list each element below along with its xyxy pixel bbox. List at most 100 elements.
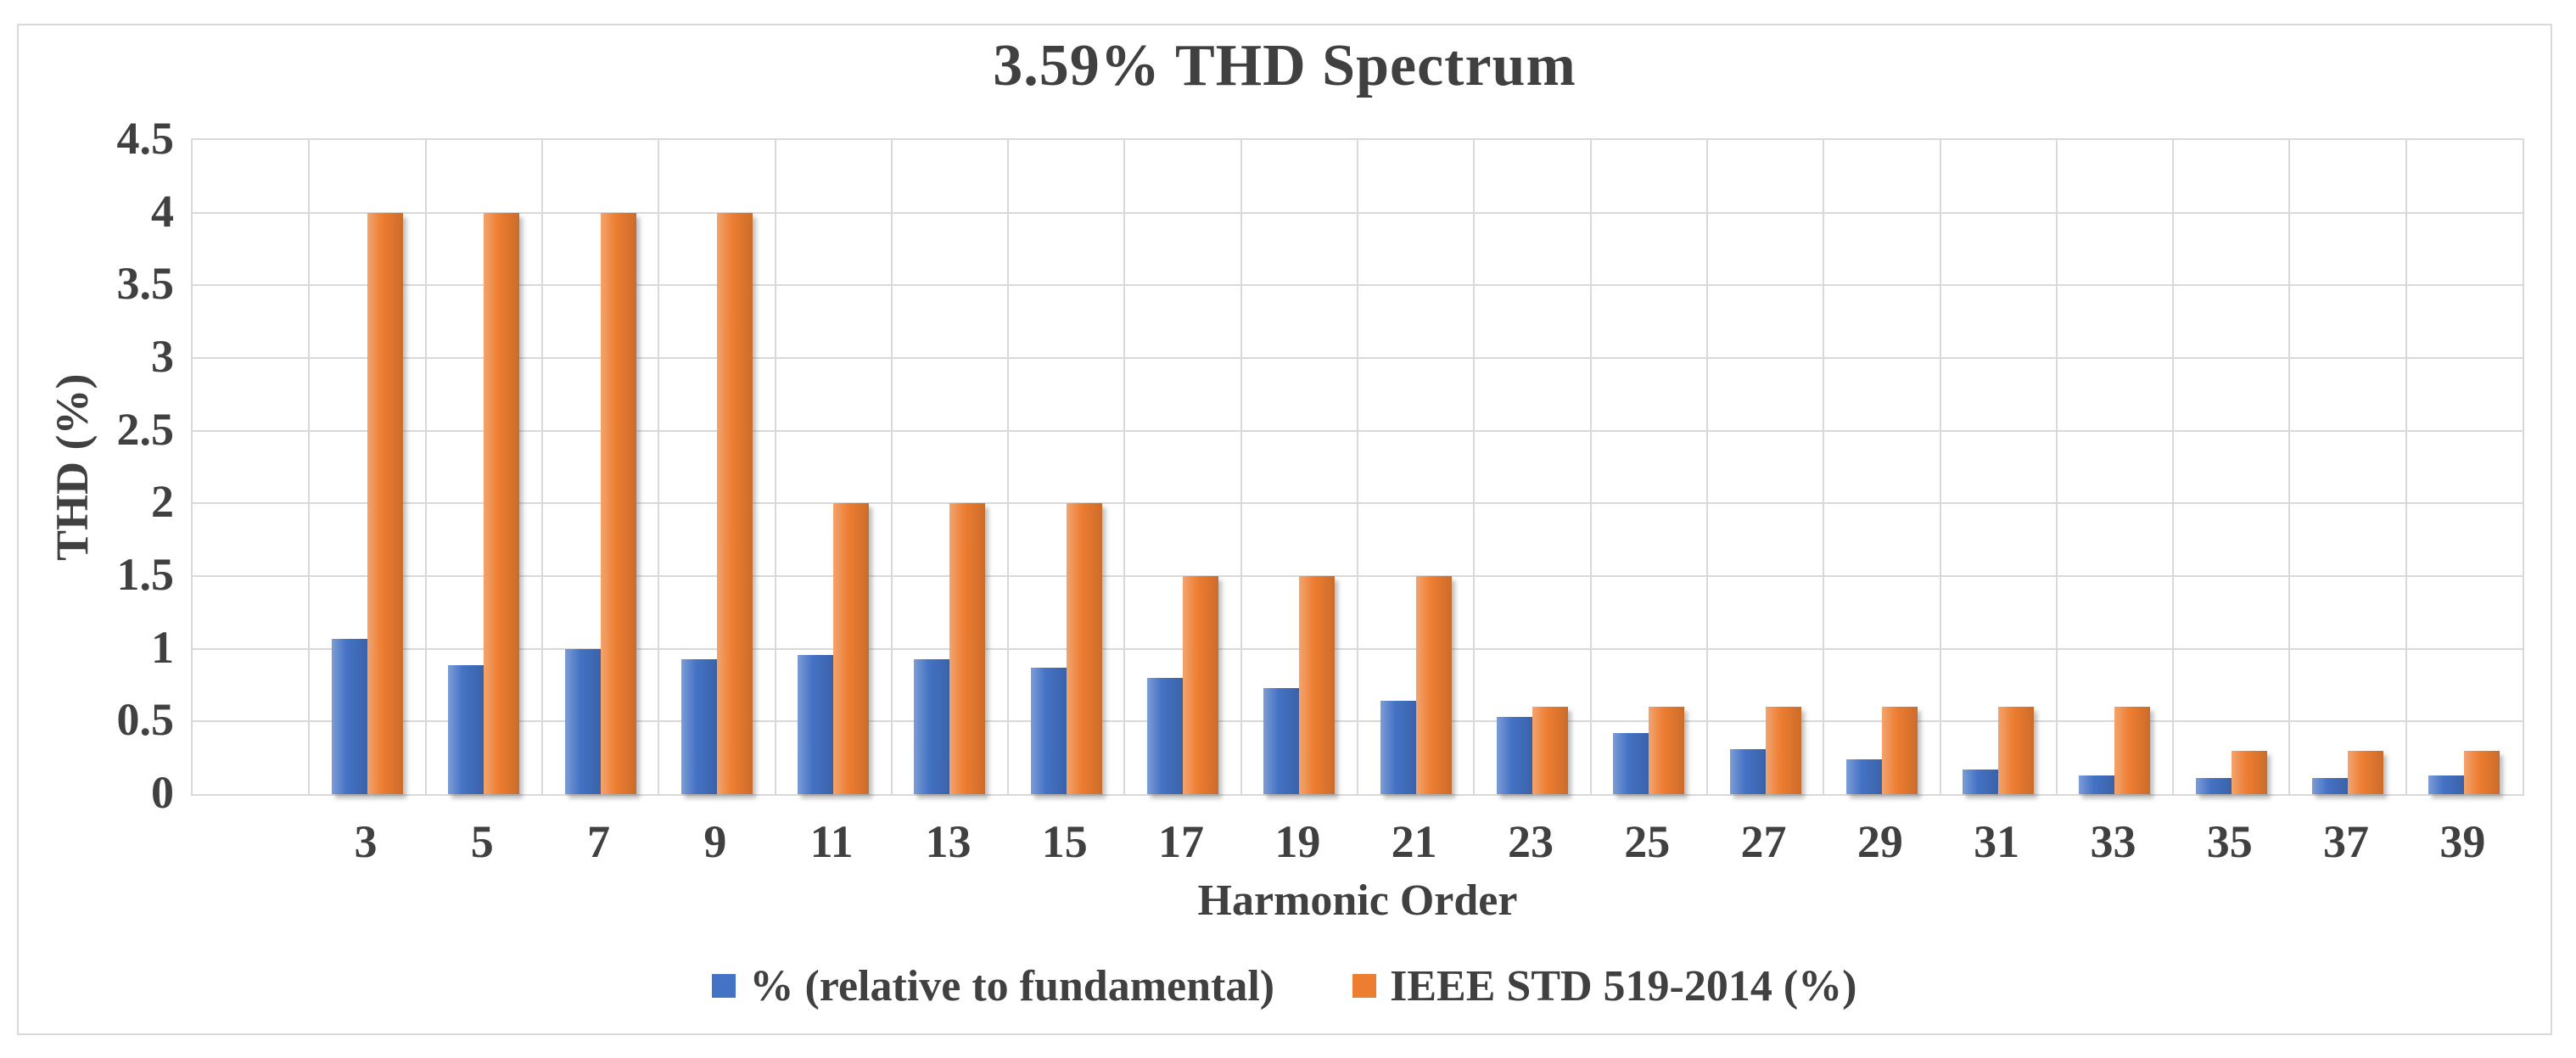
gridline-vertical xyxy=(1123,140,1126,794)
gridline-vertical xyxy=(2172,140,2175,794)
bar-series1 xyxy=(1263,688,1300,794)
gridline-vertical xyxy=(1705,140,1708,794)
bar-series2 xyxy=(1415,576,1452,794)
bar-series1 xyxy=(1147,678,1184,794)
bar-series2 xyxy=(1532,707,1568,794)
bar-series1 xyxy=(1030,668,1067,794)
chart-title: 3.59% THD Spectrum xyxy=(993,33,1576,98)
y-tick-label: 1.5 xyxy=(116,549,175,600)
bar-series2 xyxy=(716,213,753,794)
x-tick-label: 39 xyxy=(2439,816,2486,867)
bar-series1 xyxy=(2079,775,2115,794)
x-tick-label: 35 xyxy=(2206,816,2253,867)
bar-series2 xyxy=(2464,751,2500,794)
gridline-vertical xyxy=(774,140,776,794)
x-tick-label: 11 xyxy=(809,816,854,867)
gridline-vertical xyxy=(1473,140,1476,794)
bar-series2 xyxy=(1881,707,1918,794)
gridline-vertical xyxy=(1589,140,1592,794)
x-tick-label: 7 xyxy=(587,816,611,867)
gridline-vertical xyxy=(2288,140,2291,794)
x-tick-label: 17 xyxy=(1158,816,1205,867)
x-tick-label: 3 xyxy=(354,816,378,867)
bar-series1 xyxy=(1963,770,1999,794)
y-tick-label: 1 xyxy=(151,621,174,673)
y-tick-label: 4.5 xyxy=(116,113,175,164)
gridline-vertical xyxy=(424,140,427,794)
bar-series1 xyxy=(331,639,367,794)
bar-series1 xyxy=(1729,749,1766,794)
gridline-vertical xyxy=(890,140,893,794)
x-tick-label: 27 xyxy=(1740,816,1787,867)
x-tick-label: 31 xyxy=(1974,816,2020,867)
gridline-vertical xyxy=(1939,140,1941,794)
x-tick-label: 15 xyxy=(1041,816,1088,867)
y-tick-label: 4 xyxy=(151,185,174,237)
gridline-vertical xyxy=(1357,140,1358,794)
bar-series2 xyxy=(1998,707,2035,794)
bar-series1 xyxy=(564,649,601,794)
gridline-vertical xyxy=(540,140,543,794)
bar-series2 xyxy=(1765,707,1801,794)
bar-series1 xyxy=(2195,778,2232,794)
chart-border xyxy=(17,24,2552,1035)
x-tick-label: 5 xyxy=(470,816,494,867)
y-tick-label: 0 xyxy=(151,767,174,818)
legend-label: IEEE STD 519-2014 (%) xyxy=(1390,961,1857,1010)
gridline-vertical xyxy=(2055,140,2058,794)
legend-label: % (relative to fundamental) xyxy=(749,961,1275,1010)
x-tick-label: 25 xyxy=(1624,816,1671,867)
y-axis-tick-labels: 0 0.5 1 1.5 2 2.5 3 3.5 4 4.5 xyxy=(21,115,175,815)
bar-series1 xyxy=(914,659,950,794)
legend-item: IEEE STD 519-2014 (%) xyxy=(1352,961,1857,1011)
bar-series2 xyxy=(833,503,870,794)
x-tick-label: 19 xyxy=(1274,816,1321,867)
legend-swatch-series1 xyxy=(712,974,736,998)
x-tick-label: 9 xyxy=(703,816,727,867)
bar-series2 xyxy=(2231,751,2267,794)
y-tick-label: 2.5 xyxy=(116,403,175,455)
x-tick-label: 37 xyxy=(2323,816,2370,867)
bar-series1 xyxy=(2428,775,2465,794)
bar-series2 xyxy=(2348,751,2384,794)
bar-series2 xyxy=(1649,707,1685,794)
bar-series2 xyxy=(367,213,403,794)
gridline-vertical xyxy=(1240,140,1242,794)
bar-series1 xyxy=(448,665,484,794)
gridline-vertical xyxy=(2405,140,2407,794)
gridline-vertical xyxy=(308,140,311,794)
bar-series2 xyxy=(1299,576,1336,794)
bar-series2 xyxy=(2114,707,2151,794)
bar-series1 xyxy=(2312,778,2349,794)
y-tick-label: 2 xyxy=(151,476,174,528)
x-tick-label: 21 xyxy=(1391,816,1437,867)
x-axis-tick-labels: 3 5 7 9 11 13 15 17 19 21 23 25 27 29 31 33 35 37 39 xyxy=(191,819,2524,870)
gridline-vertical xyxy=(1823,140,1825,794)
gridline-vertical xyxy=(658,140,660,794)
bar-series1 xyxy=(798,655,834,794)
x-tick-label: 23 xyxy=(1507,816,1554,867)
x-tick-label: 13 xyxy=(925,816,972,867)
plot-area xyxy=(191,138,2524,796)
bar-series1 xyxy=(680,659,717,794)
x-tick-label: 29 xyxy=(1856,816,1903,867)
y-tick-label: 3 xyxy=(151,331,174,382)
legend: % (relative to fundamental) IEEE STD 519-… xyxy=(17,959,2552,1013)
legend-item: % (relative to fundamental) xyxy=(712,961,1274,1011)
y-tick-label: 0.5 xyxy=(116,694,175,746)
legend-swatch-series2 xyxy=(1352,974,1377,998)
bar-series1 xyxy=(1613,733,1649,794)
bar-series1 xyxy=(1496,717,1532,794)
y-tick-label: 3.5 xyxy=(116,258,175,310)
bar-series2 xyxy=(949,503,986,794)
bar-series1 xyxy=(1845,759,1882,794)
gridline-vertical xyxy=(1007,140,1010,794)
bar-series2 xyxy=(1066,503,1102,794)
bar-series2 xyxy=(1183,576,1219,794)
bar-series1 xyxy=(1380,701,1416,794)
x-tick-label: 33 xyxy=(2090,816,2136,867)
bar-series2 xyxy=(600,213,636,794)
bar-series2 xyxy=(484,213,520,794)
x-axis-title: Harmonic Order xyxy=(1197,876,1518,925)
